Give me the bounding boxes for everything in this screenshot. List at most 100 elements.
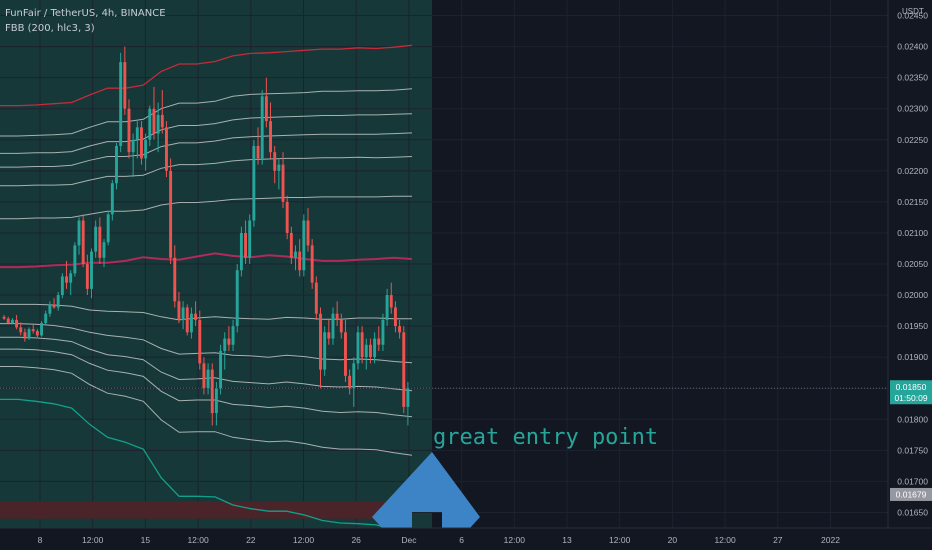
candle[interactable] xyxy=(156,102,160,153)
candle[interactable] xyxy=(40,321,44,337)
indicator-title[interactable]: FBB (200, hlc3, 3) xyxy=(5,23,95,34)
candle[interactable] xyxy=(194,301,198,327)
candle[interactable] xyxy=(285,195,289,240)
candle[interactable] xyxy=(6,316,10,325)
candle[interactable] xyxy=(323,326,327,376)
candle[interactable] xyxy=(219,344,223,395)
candle[interactable] xyxy=(223,332,227,370)
candle[interactable] xyxy=(65,260,68,289)
candle[interactable] xyxy=(235,264,239,333)
candle[interactable] xyxy=(389,282,393,314)
candle[interactable] xyxy=(90,248,93,299)
candle[interactable] xyxy=(144,133,148,171)
candle[interactable] xyxy=(181,301,185,330)
candle[interactable] xyxy=(248,214,252,264)
candle[interactable] xyxy=(148,105,152,146)
candle[interactable] xyxy=(135,121,139,159)
candle[interactable] xyxy=(48,301,52,317)
candle[interactable] xyxy=(10,318,14,325)
candle[interactable] xyxy=(269,102,272,159)
candle[interactable] xyxy=(81,214,85,268)
candle[interactable] xyxy=(352,357,356,407)
candle[interactable] xyxy=(227,326,231,351)
candle[interactable] xyxy=(123,46,127,115)
candle[interactable] xyxy=(189,307,193,339)
candle[interactable] xyxy=(164,121,168,178)
time-axis[interactable] xyxy=(0,528,888,550)
candle[interactable] xyxy=(364,338,368,370)
candle[interactable] xyxy=(252,139,256,227)
candle[interactable] xyxy=(356,326,360,370)
candle[interactable] xyxy=(210,363,214,426)
candle[interactable] xyxy=(115,142,118,190)
candle[interactable] xyxy=(344,319,347,383)
candle[interactable] xyxy=(110,180,114,221)
candle[interactable] xyxy=(77,217,81,255)
candle[interactable] xyxy=(35,329,39,339)
candle[interactable] xyxy=(273,145,277,184)
candle[interactable] xyxy=(339,313,343,339)
candle[interactable] xyxy=(368,338,372,364)
candle[interactable] xyxy=(44,310,48,325)
candle[interactable] xyxy=(402,326,406,414)
candle[interactable] xyxy=(73,242,77,277)
candle[interactable] xyxy=(56,291,60,311)
candle[interactable] xyxy=(331,307,335,345)
candle[interactable] xyxy=(31,324,35,334)
candle[interactable] xyxy=(173,245,177,308)
candle[interactable] xyxy=(27,327,31,340)
candle[interactable] xyxy=(106,211,110,246)
candle[interactable] xyxy=(302,214,306,277)
price-axis[interactable] xyxy=(888,0,932,550)
candle[interactable] xyxy=(348,369,352,395)
candle[interactable] xyxy=(244,220,248,264)
candle[interactable] xyxy=(214,382,218,426)
candle[interactable] xyxy=(398,319,402,339)
candles[interactable] xyxy=(2,46,410,426)
candle[interactable] xyxy=(198,310,202,370)
candle[interactable] xyxy=(15,314,19,330)
candle[interactable] xyxy=(85,254,89,296)
candle[interactable] xyxy=(119,52,123,153)
candle[interactable] xyxy=(277,158,281,190)
candle[interactable] xyxy=(264,77,268,128)
candle[interactable] xyxy=(310,239,314,289)
candle[interactable] xyxy=(206,363,210,395)
candle[interactable] xyxy=(127,99,131,159)
candle[interactable] xyxy=(102,239,106,268)
candle[interactable] xyxy=(294,245,297,271)
candle[interactable] xyxy=(256,127,260,165)
candle[interactable] xyxy=(298,239,302,277)
candle[interactable] xyxy=(185,304,189,336)
candle[interactable] xyxy=(94,220,98,258)
candle[interactable] xyxy=(319,307,322,389)
candle[interactable] xyxy=(131,133,135,178)
candle[interactable] xyxy=(393,301,397,333)
candle[interactable] xyxy=(373,332,377,364)
candle[interactable] xyxy=(406,382,410,426)
candle[interactable] xyxy=(2,314,6,320)
candle[interactable] xyxy=(377,326,381,351)
candle[interactable] xyxy=(152,86,156,140)
candle[interactable] xyxy=(239,226,243,277)
candle[interactable] xyxy=(327,319,331,345)
candle[interactable] xyxy=(260,90,264,165)
candle[interactable] xyxy=(314,276,318,320)
candle[interactable] xyxy=(360,326,364,364)
candle[interactable] xyxy=(306,208,310,252)
candle[interactable] xyxy=(60,273,64,299)
candle[interactable] xyxy=(335,301,339,327)
candle[interactable] xyxy=(177,291,181,324)
candle[interactable] xyxy=(69,270,73,296)
candle[interactable] xyxy=(289,226,293,264)
candle[interactable] xyxy=(19,322,23,336)
candle[interactable] xyxy=(98,217,102,264)
candle[interactable] xyxy=(169,158,173,264)
candle[interactable] xyxy=(281,152,285,209)
candle[interactable] xyxy=(140,121,143,165)
candle[interactable] xyxy=(160,90,164,134)
candle[interactable] xyxy=(385,288,389,327)
candle[interactable] xyxy=(52,298,56,309)
candle[interactable] xyxy=(202,357,206,395)
